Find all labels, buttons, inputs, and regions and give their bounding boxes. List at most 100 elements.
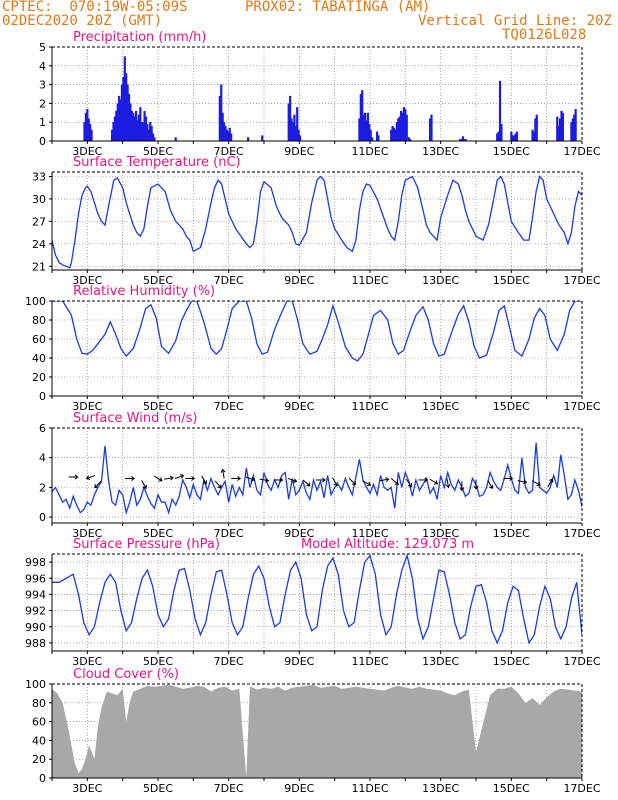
wind-arrow	[185, 476, 196, 481]
x-tick-label: 7DEC	[214, 782, 244, 795]
y-tick-label: 60	[32, 716, 46, 729]
precip-bar	[500, 124, 503, 141]
precip-bar	[498, 80, 502, 141]
precip-bar	[405, 114, 408, 141]
precip-bar	[261, 135, 264, 141]
precip-bar	[531, 129, 534, 141]
precip-bar	[298, 135, 302, 141]
wind-arrow-shaft	[259, 478, 269, 482]
y-tick-label: 994	[25, 588, 46, 601]
precip-bar	[125, 73, 128, 141]
y-tick-label: 80	[32, 697, 46, 710]
precip-bar	[120, 84, 124, 141]
wind-arrow-shaft	[517, 480, 527, 483]
wind-arrow-shaft	[331, 477, 338, 486]
wind-arrow-shaft	[531, 480, 541, 486]
panel-temp: Surface Temperature (nC) 21 24 27 30 33 3DEC 5D…	[32, 155, 601, 287]
precip-bar	[132, 112, 135, 141]
precip-bar	[110, 129, 114, 141]
x-tick-label: 11DEC	[351, 527, 388, 540]
wind-arrow-head	[85, 475, 91, 480]
wind-arrow	[503, 476, 514, 481]
precip-bar	[228, 127, 231, 141]
model-altitude-label: Model Altitude: 129.073 m	[301, 537, 474, 552]
precip-bar	[147, 129, 150, 141]
x-tick-label: 13DEC	[422, 782, 459, 795]
precip-bar	[535, 114, 538, 141]
panel-title-wind: Surface Wind (m/s)	[73, 411, 197, 426]
wind-arrow-head	[549, 478, 554, 483]
wind-arrow-head	[394, 480, 399, 485]
precip-bar	[574, 109, 577, 141]
panel-precip: Precipitation (mm/h) 0 1 2 3 4 5 3DEC 5DEC 7DEC 9D…	[39, 30, 601, 158]
y-tick-label: 996	[25, 572, 46, 585]
x-tick-label: 15DEC	[493, 527, 530, 540]
wind-arrow-head	[237, 476, 242, 481]
precip-bar	[149, 122, 152, 141]
wind-arrow	[405, 478, 412, 488]
precip-bar	[430, 114, 433, 141]
y-tick-label: 0	[39, 135, 46, 148]
wind-arrow-head	[265, 477, 270, 483]
precip-bar	[368, 124, 371, 141]
wind-arrow-head	[536, 481, 541, 486]
x-tick-label: 3DEC	[72, 145, 102, 158]
precip-bar	[220, 84, 223, 141]
x-tick-label: 7DEC	[214, 400, 244, 413]
precip-bar	[570, 122, 573, 141]
precip-bar	[123, 56, 126, 141]
panel-title-precip: Precipitation (mm/h)	[73, 30, 206, 45]
y-tick-label: 0	[39, 772, 46, 785]
cloud-cover-area	[52, 684, 582, 778]
precip-bar	[391, 125, 394, 141]
wind-arrow-head	[522, 479, 528, 485]
precip-bar	[127, 94, 131, 141]
precip-bar	[514, 133, 517, 141]
wind-arrow	[164, 475, 174, 481]
precip-bar	[153, 137, 156, 141]
x-tick-label: 11DEC	[351, 782, 388, 795]
x-tick-label: 5DEC	[143, 274, 173, 287]
precip-bar	[459, 139, 462, 141]
wind-arrow-head	[217, 484, 222, 489]
wind-arrow-head	[250, 476, 255, 482]
precip-bar	[428, 118, 432, 141]
panel-press: Surface Pressure (hPa) Model Altitude: 12…	[25, 537, 601, 668]
precip-bar	[133, 116, 136, 141]
y-tick-label: 992	[25, 605, 46, 618]
precip-bar	[461, 136, 465, 141]
wind-arrow-shaft	[141, 480, 147, 489]
precip-bar	[296, 107, 299, 141]
precip-bar	[404, 109, 407, 141]
precip-bar	[174, 137, 177, 141]
wind-arrow-shaft	[487, 480, 493, 489]
precip-bar	[222, 122, 226, 141]
x-tick-label: 3DEC	[72, 400, 102, 413]
wind-arrow	[348, 477, 357, 486]
precip-bar	[510, 131, 513, 141]
precip-bar	[122, 77, 125, 141]
header-left-1: CPTEC: 070:19W-05:09S	[2, 0, 188, 15]
y-tick-label: 0	[39, 390, 46, 403]
precip-bar	[297, 129, 300, 141]
wind-arrow-head	[279, 477, 284, 483]
precip-bar	[291, 122, 295, 141]
precip-bar	[224, 125, 227, 141]
wind-arrow-head	[445, 483, 451, 489]
wind-arrow-shaft	[405, 478, 412, 487]
precip-bar	[358, 118, 361, 141]
precip-bar	[401, 112, 404, 141]
precip-bar	[142, 122, 145, 141]
wind-arrow-shaft	[222, 469, 225, 479]
wind-arrow	[214, 480, 222, 489]
precip-bar	[532, 131, 536, 141]
header-date: 02DEC2020 20Z (GMT)	[2, 13, 163, 29]
y-tick-label: 80	[32, 314, 46, 327]
x-tick-label: 13DEC	[422, 400, 459, 413]
y-tick-label: 988	[25, 637, 46, 650]
precip-bar	[115, 110, 118, 141]
wind-arrow-shaft	[390, 478, 399, 485]
precip-bar	[130, 110, 133, 141]
x-tick-label: 17DEC	[563, 655, 600, 668]
